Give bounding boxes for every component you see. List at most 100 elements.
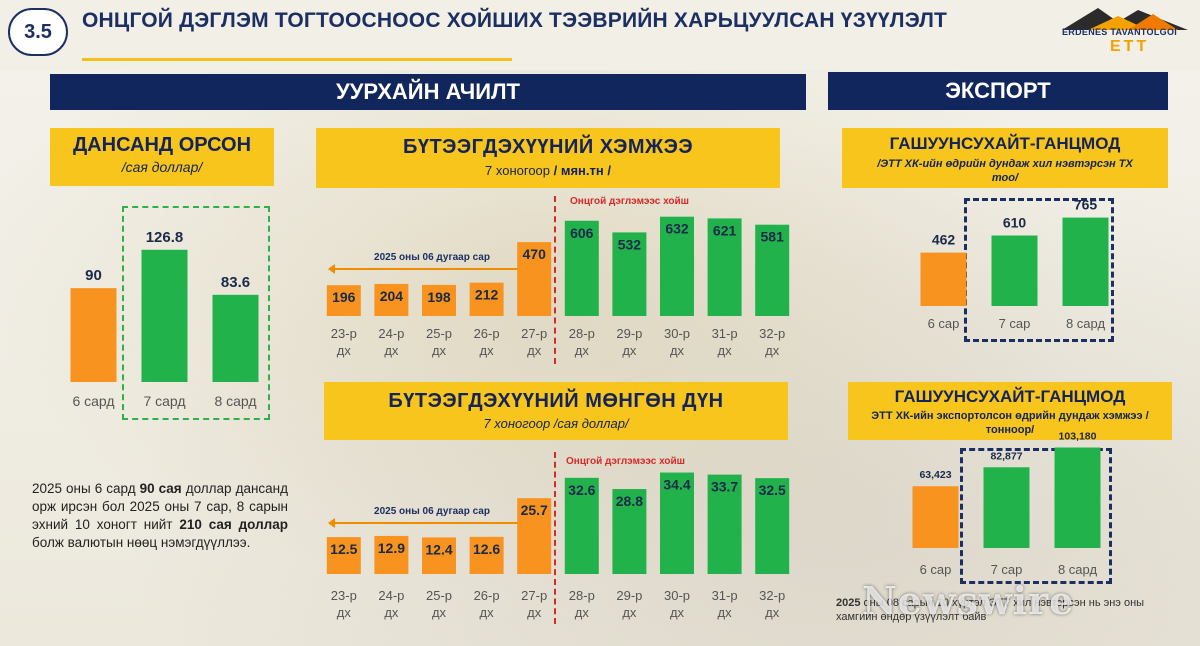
value-subtitle: 7 хоногоор /сая доллар/ xyxy=(483,416,629,431)
value-label-export_tonnes-1: 82,877 xyxy=(990,450,1022,462)
value-label-product_volume-1: 204 xyxy=(380,288,404,304)
range-label-value: 2025 оны 06 дугаар сар xyxy=(374,506,490,517)
trucks-title-box: ГАШУУНСУХАЙТ-ГАНЦМОД /ЭТТ ХК-ийн өдрийн … xyxy=(842,128,1168,188)
regime-divider-value xyxy=(554,452,556,624)
category-label-product_value-8: 31-р дх xyxy=(712,588,738,620)
value-label-deposited-1: 126.8 xyxy=(146,229,184,246)
footnote-text: оны 08 сарын 10 хүртэл ЭТТ хил нэвтэрсэн… xyxy=(836,597,1145,623)
bar-product_value-6 xyxy=(612,489,647,574)
value-chart: 12.5 23-р дх 12.9 24-р дх 12.4 25-р дх 12.6 26-р дх… xyxy=(326,472,790,620)
value-label-product_volume-2: 198 xyxy=(427,289,451,305)
ett-logo xyxy=(1062,8,1188,30)
export-title: ГАШУУНСУХАЙТ-ГАНЦМОД xyxy=(894,387,1126,406)
bar-product_volume-6 xyxy=(612,232,647,316)
volume-subtitle: 7 хоногоор / мян.тн / xyxy=(316,163,780,178)
deposited-subtitle: /сая доллар/ xyxy=(121,159,203,175)
section-header-export: ЭКСПОРТ xyxy=(828,72,1168,110)
bar-product_volume-2 xyxy=(422,284,456,316)
value-label-product_value-9: 32.5 xyxy=(759,482,786,498)
category-label-export_tonnes-1: 7 сар xyxy=(991,562,1023,577)
note-bold-1: 90 сая xyxy=(139,481,182,496)
bar-export_tonnes-1 xyxy=(983,467,1030,548)
value-label-product_volume-5: 606 xyxy=(570,225,594,241)
section-header-mining: УУРХАЙН АЧИЛТ xyxy=(50,74,806,110)
value-label-export_tonnes-2: 103,180 xyxy=(1059,431,1097,443)
bar-product_volume-9 xyxy=(755,224,790,316)
value-label-deposited-0: 90 xyxy=(85,267,102,284)
value-label-product_value-5: 32.6 xyxy=(568,482,595,498)
title-underline xyxy=(82,58,512,61)
export-subtitle: ЭТТ ХК-ийн экспортолсон өдрийн дундаж хэ… xyxy=(871,410,1149,436)
value-title-box: БҮТЭЭГДЭХҮҮНИЙ МӨНГӨН ДҮН 7 хоногоор /са… xyxy=(324,382,788,440)
range-label-volume: 2025 оны 06 дугаар сар xyxy=(374,252,490,263)
trucks-title: ГАШУУНСУХАЙТ-ГАНЦМОД xyxy=(889,134,1121,153)
value-title: БҮТЭЭГДЭХҮҮНИЙ МӨНГӨН ДҮН xyxy=(388,390,724,412)
value-label-product_volume-3: 212 xyxy=(475,287,499,303)
value-label-product_value-8: 33.7 xyxy=(711,479,738,495)
value-label-product_value-6: 28.8 xyxy=(616,493,643,509)
bar-deposited-0 xyxy=(70,288,117,382)
category-label-deposited-2: 8 сард xyxy=(214,393,256,409)
value-label-trucks-2: 765 xyxy=(1074,197,1098,213)
category-label-product_value-7: 30-р дх xyxy=(664,588,690,620)
bar-product_volume-0 xyxy=(326,285,361,316)
category-label-product_value-4: 27-р дх xyxy=(521,588,547,620)
value-label-product_value-7: 34.4 xyxy=(663,477,690,493)
regime-note-value: Онцгой дэглэмээс хойш xyxy=(566,456,685,467)
category-label-product_value-0: 23-р дх xyxy=(331,588,357,620)
export-chart: 63,423 6 сар 82,877 7 сар 103,180 8 сард xyxy=(912,431,1101,577)
regime-divider-volume xyxy=(554,196,556,364)
bar-export_tonnes-2 xyxy=(1054,447,1101,548)
bar-product_value-5 xyxy=(564,477,599,574)
highlight-box-export xyxy=(960,448,1112,584)
note-bold-2: 210 сая доллар xyxy=(179,517,288,532)
category-label-product_value-1: 24-р дх xyxy=(378,588,404,620)
bar-product_volume-8 xyxy=(707,218,742,316)
deposited-title-box: ДАНСАНД ОРСОН /сая доллар/ xyxy=(50,128,274,186)
bar-deposited-1 xyxy=(141,249,188,382)
value-label-product_value-0: 12.5 xyxy=(330,541,357,557)
value-label-trucks-1: 610 xyxy=(1003,215,1027,231)
value-label-product_value-4: 25.7 xyxy=(521,502,548,518)
value-label-trucks-0: 462 xyxy=(932,232,956,248)
footnote-bold: 2025 xyxy=(836,597,861,609)
category-label-product_volume-5: 28-р дх xyxy=(569,326,595,358)
category-label-product_value-3: 26-р дх xyxy=(474,588,500,620)
bar-product_value-8 xyxy=(707,474,742,574)
section-number-badge: 3.5 xyxy=(8,8,68,56)
regime-note-volume: Онцгой дэглэмээс хойш xyxy=(570,196,689,207)
volume-title: БҮТЭЭГДЭХҮҮНИЙ ХЭМЖЭЭ xyxy=(402,136,694,158)
value-label-product_volume-8: 621 xyxy=(713,222,737,238)
deposited-title: ДАНСАНД ОРСОН xyxy=(72,134,252,156)
bar-product_value-3 xyxy=(469,536,504,574)
value-label-product_volume-0: 196 xyxy=(332,289,356,305)
category-label-product_volume-1: 24-р дх xyxy=(378,326,404,358)
bar-trucks-1 xyxy=(991,235,1038,306)
category-label-product_value-5: 28-р дх xyxy=(569,588,595,620)
bar-product_volume-3 xyxy=(469,282,504,316)
deposited-chart: 90 6 сард 126.8 7 сард 83.6 8 сард xyxy=(70,229,259,409)
bar-product_value-0 xyxy=(326,537,361,574)
volume-subtitle-period: 7 хоногоор xyxy=(485,163,554,178)
bar-trucks-2 xyxy=(1062,217,1109,306)
category-label-product_volume-7: 30-р дх xyxy=(664,326,690,358)
bar-product_volume-7 xyxy=(660,216,694,316)
volume-subtitle-unit: / мян.тн / xyxy=(553,163,611,178)
bar-product_value-9 xyxy=(755,478,790,574)
category-label-trucks-1: 7 сар xyxy=(999,316,1031,331)
category-label-deposited-0: 6 сард xyxy=(72,393,114,409)
note-part-1: 2025 оны 6 сард xyxy=(32,481,140,496)
category-label-export_tonnes-0: 6 сар xyxy=(920,562,952,577)
bar-product_volume-4 xyxy=(517,242,552,316)
bar-export_tonnes-0 xyxy=(912,486,959,548)
value-label-export_tonnes-0: 63,423 xyxy=(919,469,951,481)
volume-chart: 196 23-р дх 204 24-р дх 198 25-р дх 212 26-р дх 470 2… xyxy=(326,216,790,358)
category-label-product_volume-3: 26-р дх xyxy=(474,326,500,358)
category-label-product_volume-2: 25-р дх xyxy=(426,326,452,358)
note-part-3: болж валютын нөөц нэмэгдүүллээ. xyxy=(32,535,251,550)
summary-note: 2025 оны 6 сард 90 сая доллар дансанд ор… xyxy=(32,480,288,552)
bar-deposited-2 xyxy=(212,294,259,382)
value-label-product_volume-7: 632 xyxy=(665,221,689,237)
logo-text: ERDENES TAVANTOLGOI xyxy=(1062,27,1178,37)
value-label-product_value-2: 12.4 xyxy=(425,541,452,557)
